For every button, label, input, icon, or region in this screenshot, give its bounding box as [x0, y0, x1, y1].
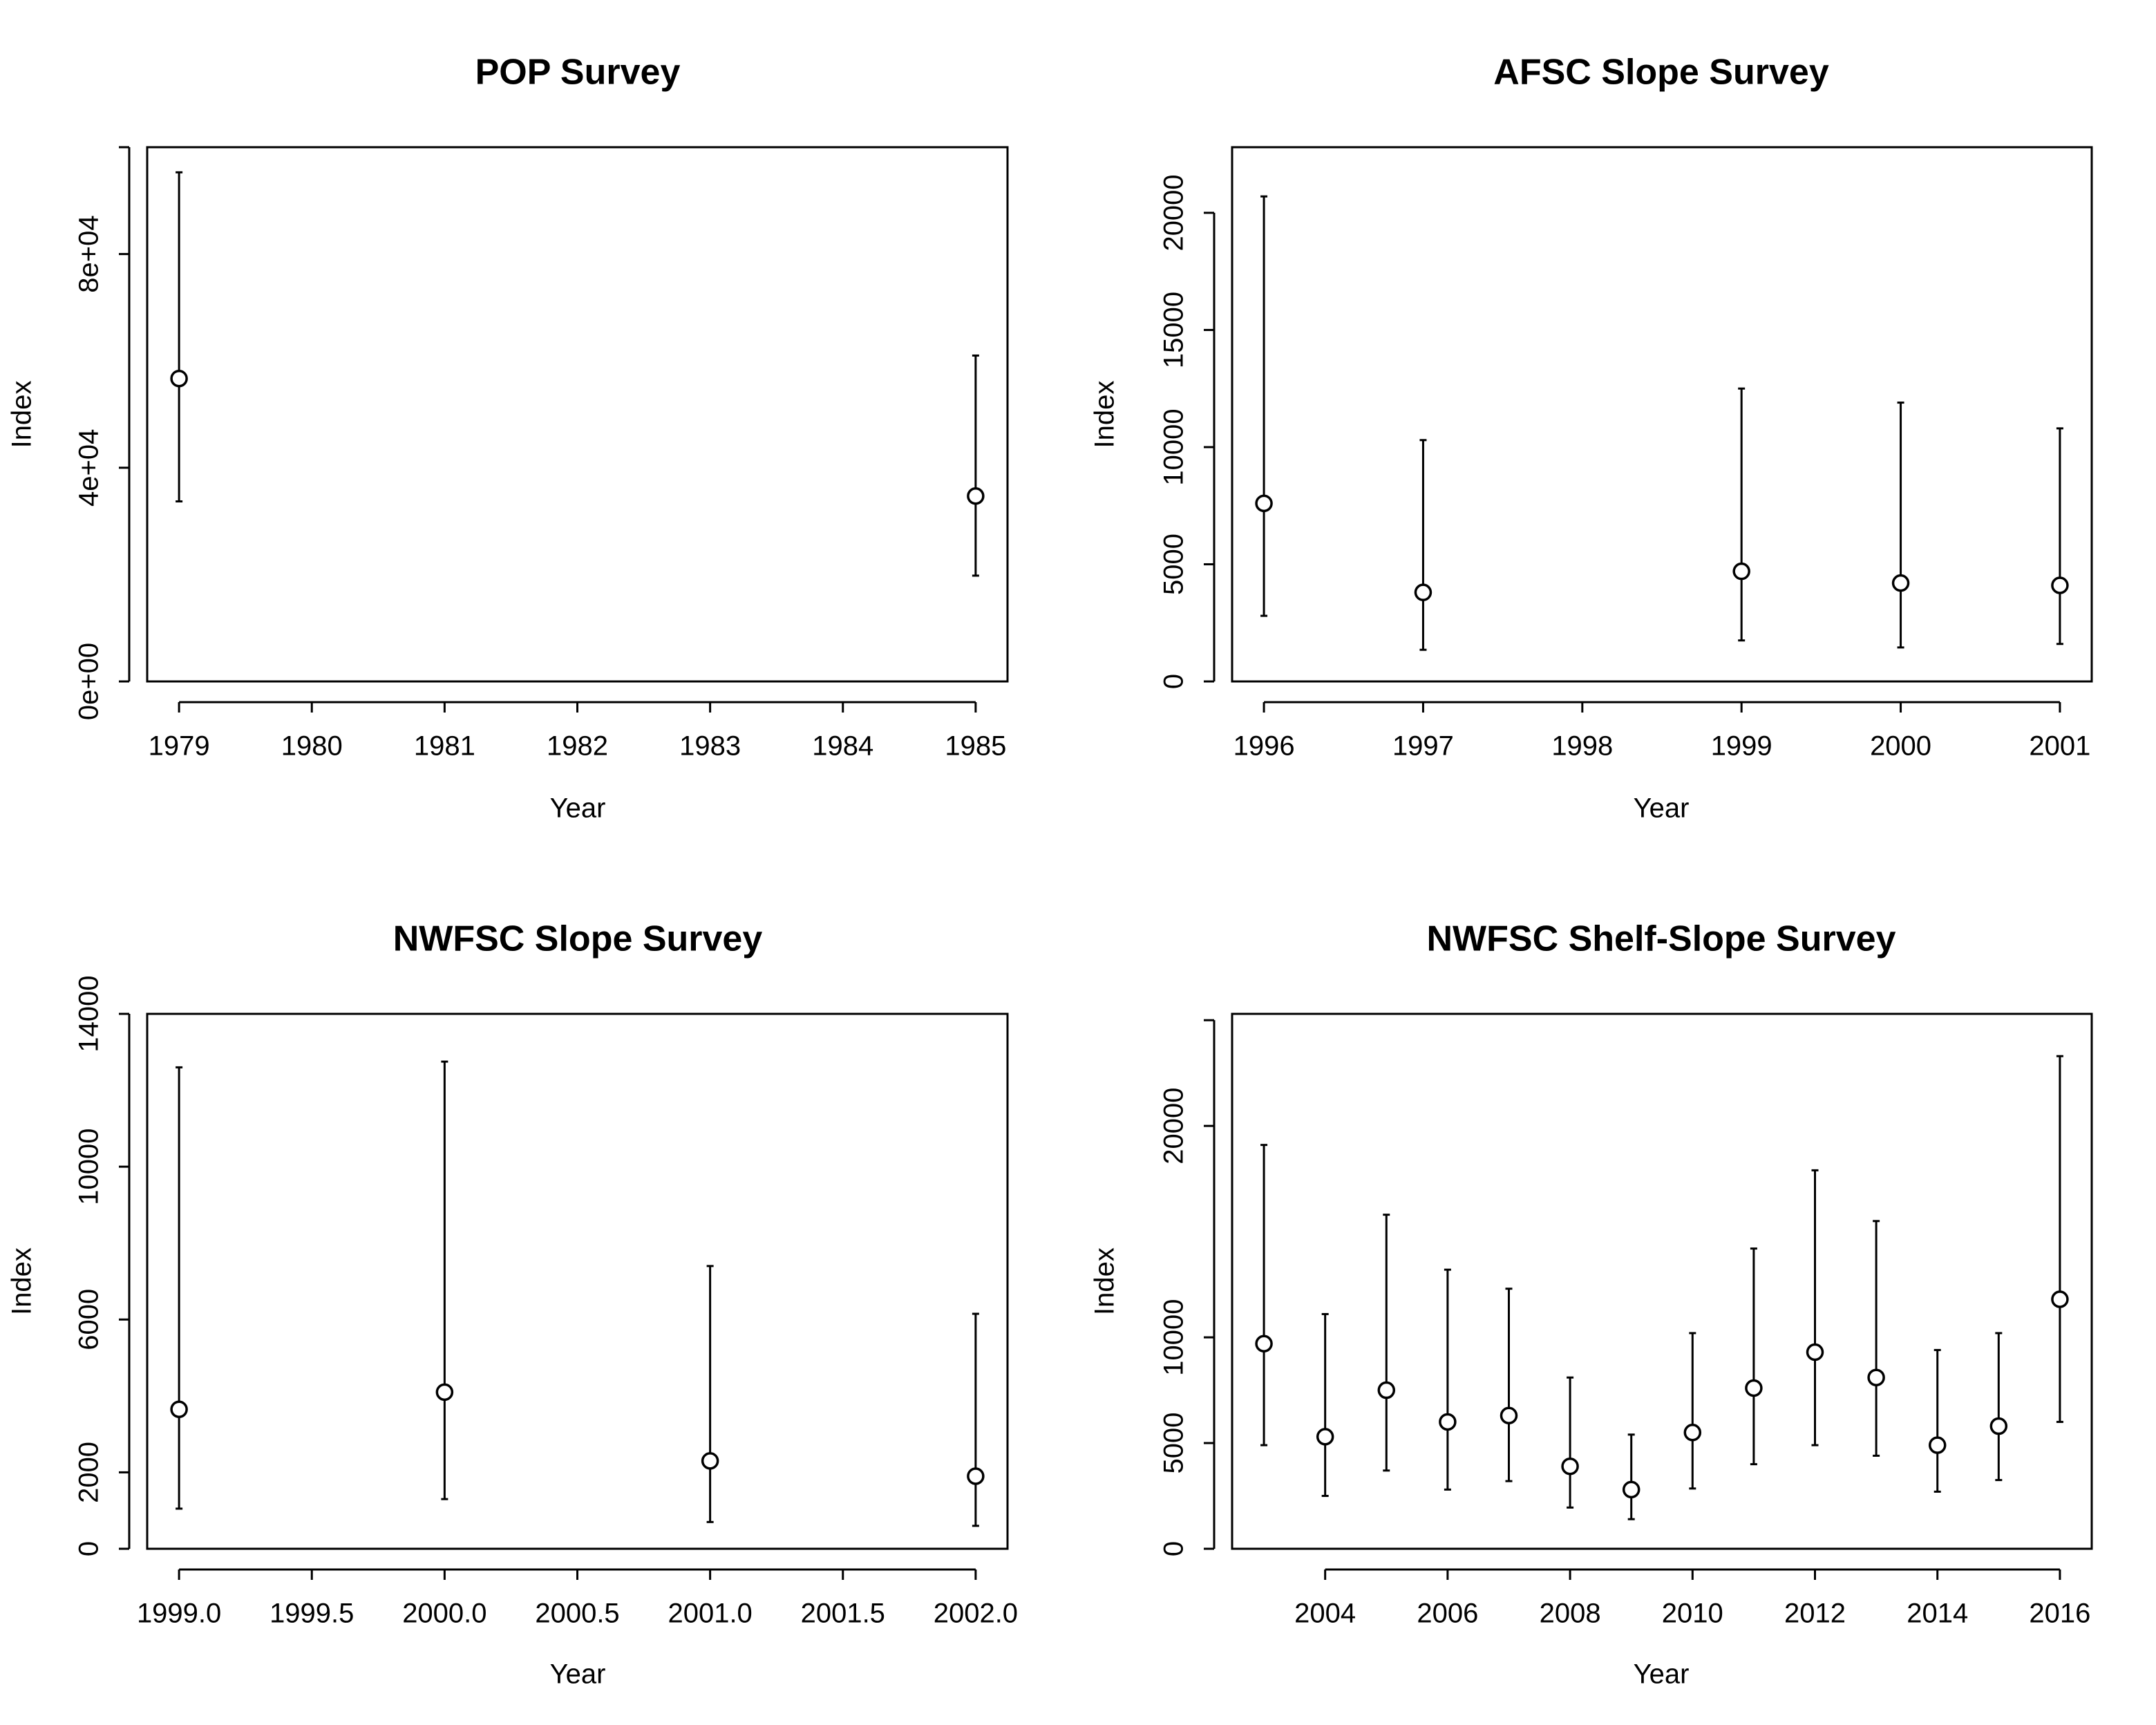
- x-tick-label: 1981: [414, 731, 475, 762]
- y-tick-label: 20000: [1159, 1088, 1189, 1165]
- plot-frame: [1232, 147, 2092, 681]
- data-point: [1256, 496, 1271, 511]
- x-tick-label: 1984: [812, 731, 873, 762]
- y-tick-label: 10000: [74, 1129, 104, 1205]
- y-tick-label: 4e+04: [74, 429, 104, 507]
- x-axis-label: Year: [550, 793, 606, 824]
- plot-frame: [147, 147, 1008, 681]
- y-tick-label: 0e+00: [74, 643, 104, 720]
- x-tick-label: 2001.5: [801, 1599, 885, 1629]
- x-tick-label: 1979: [149, 731, 210, 762]
- plot-frame: [147, 1014, 1008, 1549]
- data-point: [1746, 1380, 1761, 1395]
- x-tick-label: 2004: [1294, 1599, 1356, 1629]
- y-axis-label: Index: [1090, 1247, 1120, 1315]
- x-tick-label: 2012: [1784, 1599, 1846, 1629]
- x-tick-label: 2008: [1540, 1599, 1601, 1629]
- data-point: [1893, 576, 1909, 591]
- data-point: [1734, 564, 1749, 579]
- chart-title: AFSC Slope Survey: [1493, 53, 1829, 93]
- y-tick-label: 0: [1159, 674, 1189, 689]
- x-tick-label: 2000.0: [402, 1599, 486, 1629]
- chart-panel-2: AFSC Slope Survey 1996 1997 1998 1999 2000 200…: [1090, 53, 2092, 824]
- x-tick-label: 2002.0: [934, 1599, 1018, 1629]
- y-tick-label: 10000: [1159, 1299, 1189, 1375]
- y-tick-label: 20000: [1159, 174, 1189, 251]
- data-point: [1930, 1438, 1945, 1453]
- y-axis-label: Index: [1090, 381, 1120, 449]
- y-tick-label: 5000: [1159, 534, 1189, 595]
- y-tick-label: 10000: [1159, 408, 1189, 485]
- x-tick-label: 1985: [945, 731, 1006, 762]
- data-point: [437, 1384, 452, 1399]
- y-tick-label: 0: [1159, 1541, 1189, 1556]
- plot-frame: [1232, 1014, 2092, 1549]
- x-axis-label: Year: [1634, 793, 1690, 824]
- data-point: [1562, 1459, 1578, 1474]
- data-point: [2052, 1292, 2068, 1307]
- data-point: [1379, 1383, 1394, 1398]
- data-point: [1991, 1419, 2006, 1434]
- chart-panel-1: POP Survey 1979 1980 1981 1982 1983 1984 1985 0e…: [7, 53, 1008, 824]
- y-axis-label: Index: [7, 1247, 37, 1315]
- x-tick-label: 2001: [2029, 731, 2090, 762]
- y-tick-label: 8e+04: [74, 215, 104, 292]
- chart-panel-4: NWFSC Shelf-Slope Survey 2004 2006 2008 2010…: [1090, 919, 2092, 1690]
- x-tick-label: 2001.0: [668, 1599, 752, 1629]
- data-point: [1318, 1429, 1333, 1444]
- chart-panel-3: NWFSC Slope Survey 1999.0 1999.5 2000.0 2000…: [7, 919, 1018, 1690]
- x-tick-label: 2006: [1417, 1599, 1478, 1629]
- data-point: [1256, 1336, 1271, 1351]
- data-point: [171, 1402, 187, 1417]
- data-point: [1869, 1370, 1884, 1385]
- x-tick-label: 2010: [1662, 1599, 1723, 1629]
- data-point: [968, 489, 983, 504]
- data-point: [1415, 585, 1430, 600]
- y-axis-label: Index: [7, 381, 37, 449]
- x-tick-label: 1996: [1233, 731, 1295, 762]
- x-tick-label: 1983: [679, 731, 741, 762]
- x-tick-label: 2014: [1907, 1599, 1968, 1629]
- y-tick-label: 15000: [1159, 292, 1189, 368]
- y-tick-label: 2000: [74, 1442, 104, 1503]
- x-axis-label: Year: [550, 1659, 606, 1690]
- y-tick-label: 0: [74, 1541, 104, 1556]
- x-tick-label: 1997: [1392, 731, 1454, 762]
- x-tick-label: 1998: [1551, 731, 1613, 762]
- chart-title: NWFSC Slope Survey: [393, 919, 763, 959]
- x-tick-label: 1980: [281, 731, 343, 762]
- x-tick-label: 1999: [1711, 731, 1772, 762]
- x-tick-label: 1982: [547, 731, 608, 762]
- data-point: [1440, 1414, 1455, 1429]
- data-point: [703, 1453, 718, 1469]
- data-point: [1808, 1344, 1823, 1359]
- data-point: [171, 371, 187, 386]
- y-tick-label: 6000: [74, 1289, 104, 1350]
- x-tick-label: 1999.5: [270, 1599, 354, 1629]
- x-tick-label: 2016: [2029, 1599, 2090, 1629]
- chart-title: POP Survey: [475, 53, 681, 93]
- x-tick-label: 2000.5: [535, 1599, 619, 1629]
- y-tick-label: 14000: [74, 975, 104, 1052]
- x-axis-label: Year: [1634, 1659, 1690, 1690]
- x-tick-label: 1999.0: [137, 1599, 221, 1629]
- data-point: [1685, 1425, 1700, 1440]
- data-point: [2052, 578, 2068, 593]
- data-point: [1501, 1408, 1516, 1423]
- y-tick-label: 5000: [1159, 1413, 1189, 1474]
- data-point: [1624, 1482, 1639, 1497]
- data-point: [968, 1469, 983, 1484]
- x-tick-label: 2000: [1870, 731, 1931, 762]
- chart-title: NWFSC Shelf-Slope Survey: [1427, 919, 1896, 959]
